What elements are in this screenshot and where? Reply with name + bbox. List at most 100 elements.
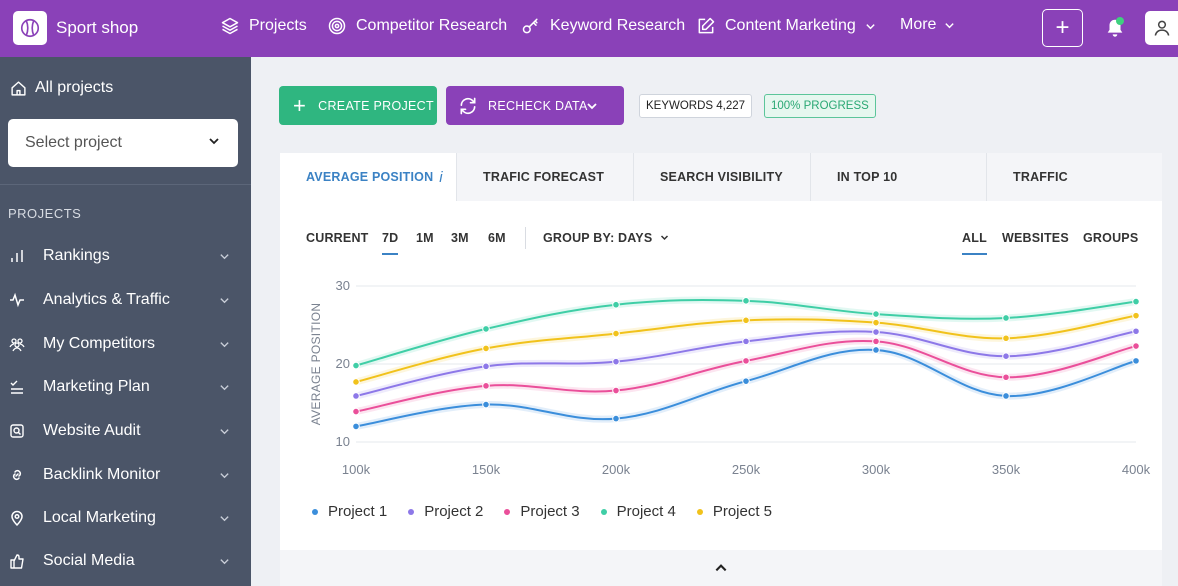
filter-groups[interactable]: GROUPS xyxy=(1083,231,1139,245)
legend-item[interactable]: Project 3 xyxy=(504,503,580,520)
sidebar-item-my-competitors[interactable]: My Competitors xyxy=(0,329,251,359)
plus-icon: + xyxy=(293,92,307,118)
tab-label: TRAFIC FORECAST xyxy=(483,170,605,184)
sidebar-item-label: Social Media xyxy=(43,552,135,569)
chevron-down-icon xyxy=(220,384,229,390)
sidebar-item-label: Marketing Plan xyxy=(43,378,150,395)
data-point xyxy=(1002,334,1010,343)
legend-item[interactable]: Project 4 xyxy=(600,503,676,520)
data-point xyxy=(1132,297,1140,306)
chevron-down-icon xyxy=(220,515,229,521)
chart-panel: AVERAGE POSITION i TRAFIC FORECAST SEARC… xyxy=(280,153,1162,586)
tab-trafic-forecast[interactable]: TRAFIC FORECAST xyxy=(456,153,633,201)
basketball-logo-icon[interactable] xyxy=(13,11,47,45)
data-point xyxy=(1002,314,1010,322)
data-point xyxy=(742,357,750,365)
sidebar-item-website-audit[interactable]: Website Audit xyxy=(0,416,251,446)
filter-all[interactable]: ALL xyxy=(962,231,987,255)
sidebar-item-social-media[interactable]: Social Media xyxy=(0,546,251,576)
data-point xyxy=(742,377,750,385)
nav-competitor-research-label: Competitor Research xyxy=(356,17,508,34)
group-by-select[interactable]: DAYS xyxy=(618,231,669,245)
data-point xyxy=(482,344,490,353)
legend-label: Project 3 xyxy=(520,503,580,520)
tab-label: SEARCH VISIBILITY xyxy=(660,170,783,184)
sidebar-section-title: PROJECTS xyxy=(8,206,82,221)
range-6m[interactable]: 6M xyxy=(488,231,506,245)
project-select[interactable]: Select project xyxy=(8,119,238,167)
y-tick-label: 10 xyxy=(336,434,350,449)
data-point xyxy=(742,316,750,325)
chart-legend: Project 1 Project 2 Project 3 Project 4 Proj… xyxy=(312,503,793,520)
sidebar-item-marketing-plan[interactable]: Marketing Plan xyxy=(0,372,251,402)
sidebar-item-backlink-monitor[interactable]: Backlink Monitor xyxy=(0,460,251,490)
brand-name[interactable]: Sport shop xyxy=(56,18,139,37)
recheck-data-button[interactable]: RECHECK DATA xyxy=(446,86,624,125)
nav-projects-label: Projects xyxy=(249,17,307,34)
notification-dot xyxy=(1116,17,1124,25)
chevron-down-icon xyxy=(945,22,955,28)
info-icon[interactable]: i xyxy=(439,168,443,186)
sidebar-item-rankings[interactable]: Rankings xyxy=(0,241,251,271)
range-3m[interactable]: 3M xyxy=(451,231,469,245)
data-point xyxy=(1132,357,1140,365)
sidebar-item-label: Analytics & Traffic xyxy=(43,291,170,308)
data-point xyxy=(1002,352,1010,360)
user-menu-button[interactable] xyxy=(1145,11,1178,45)
data-point xyxy=(612,329,620,338)
tab-average-position[interactable]: AVERAGE POSITION i xyxy=(280,153,456,201)
y-tick-label: 20 xyxy=(336,356,350,371)
series-glow xyxy=(355,312,1137,386)
data-point xyxy=(482,362,490,371)
chevron-down-icon xyxy=(866,23,875,29)
key-icon xyxy=(522,18,538,34)
data-point xyxy=(612,300,620,309)
data-point xyxy=(872,337,880,346)
data-point xyxy=(352,422,360,431)
legend-dot xyxy=(312,508,318,515)
nav-keyword-research[interactable]: Keyword Research xyxy=(521,16,685,36)
create-project-button[interactable]: + CREATE PROJECT xyxy=(279,86,437,125)
data-point xyxy=(482,400,490,409)
y-tick-label: 30 xyxy=(336,278,350,293)
collapse-bar[interactable] xyxy=(280,550,1162,586)
legend-item[interactable]: Project 2 xyxy=(408,503,483,520)
tab-search-visibility[interactable]: SEARCH VISIBILITY xyxy=(633,153,810,201)
range-7d[interactable]: 7D xyxy=(382,231,399,255)
data-point xyxy=(872,328,880,336)
legend-dot xyxy=(600,508,607,515)
sidebar-item-label: My Competitors xyxy=(43,335,156,352)
add-button[interactable]: + xyxy=(1042,9,1083,47)
target-icon xyxy=(328,17,346,35)
sidebar-item-analytics-traffic[interactable]: Analytics & Traffic xyxy=(0,285,251,315)
legend-label: Project 1 xyxy=(328,503,388,520)
metric-tabs: AVERAGE POSITION i TRAFIC FORECAST SEARC… xyxy=(280,153,1162,201)
tab-in-top-10[interactable]: IN TOP 10 xyxy=(810,153,986,201)
chevron-down-icon xyxy=(220,428,229,434)
tab-traffic[interactable]: TRAFFIC xyxy=(986,153,1162,201)
data-point xyxy=(1002,373,1010,382)
tab-label: IN TOP 10 xyxy=(837,170,898,184)
all-projects-link[interactable]: All projects xyxy=(10,79,113,97)
top-navigation-bar: Sport shop Projects Competitor Research … xyxy=(0,0,1178,57)
range-1m[interactable]: 1M xyxy=(416,231,434,245)
filter-websites[interactable]: WEBSITES xyxy=(1002,231,1069,245)
range-current[interactable]: CURRENT xyxy=(306,231,369,245)
nav-competitor-research[interactable]: Competitor Research xyxy=(327,16,507,36)
sidebar-item-local-marketing[interactable]: Local Marketing xyxy=(0,503,251,533)
recheck-data-label: RECHECK DATA xyxy=(488,98,588,113)
sidebar-item-label: Website Audit xyxy=(43,422,141,439)
data-point xyxy=(352,361,360,370)
nav-projects[interactable]: Projects xyxy=(220,16,307,36)
project-select-placeholder: Select project xyxy=(25,134,122,151)
data-point xyxy=(742,297,750,305)
x-tick-label: 200k xyxy=(602,462,631,477)
nav-content-marketing[interactable]: Content Marketing xyxy=(696,16,876,36)
nav-more[interactable]: More xyxy=(900,16,955,34)
layers-icon xyxy=(221,17,239,35)
data-point xyxy=(482,325,490,333)
data-point xyxy=(872,346,880,354)
data-point xyxy=(612,414,620,423)
legend-item[interactable]: Project 1 xyxy=(312,503,387,520)
legend-item[interactable]: Project 5 xyxy=(696,503,772,520)
